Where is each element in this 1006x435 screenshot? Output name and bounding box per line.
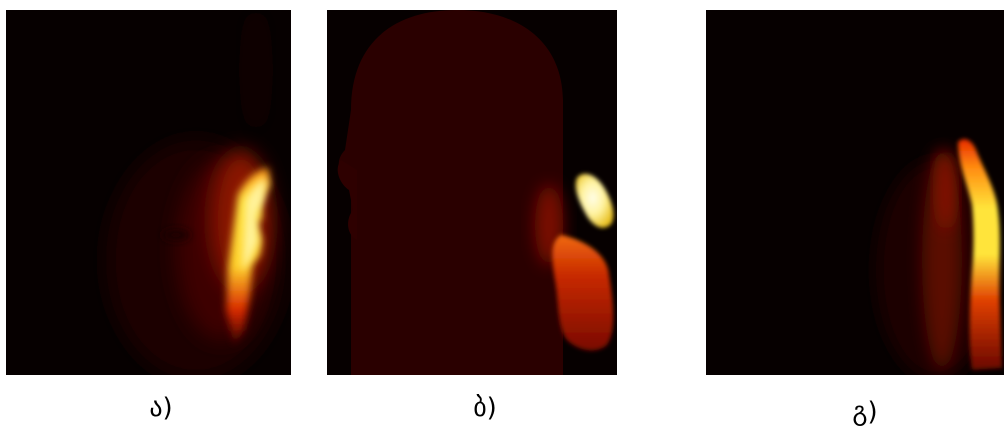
heatmap-panel-c (706, 10, 1004, 375)
heatmap-panel-b (327, 10, 617, 375)
heatmap-b-image (327, 10, 617, 375)
heatmap-c-image (706, 10, 1004, 375)
heatmap-panel-a (6, 10, 291, 375)
heatmap-a-image (6, 10, 291, 375)
caption-b: ბ) (473, 393, 497, 423)
caption-c: გ) (852, 397, 878, 427)
caption-a: ა) (149, 393, 173, 423)
